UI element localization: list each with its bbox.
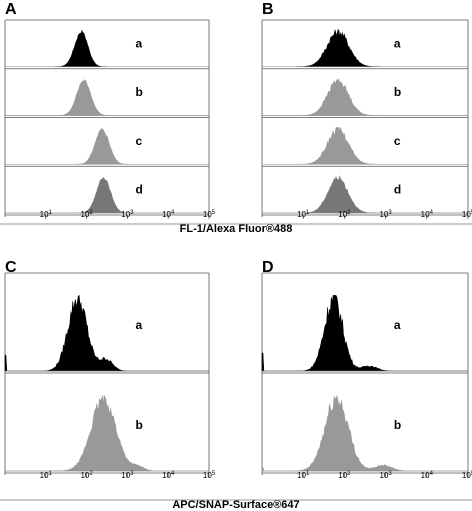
sample-label-d: d <box>394 183 401 197</box>
sample-label-c: c <box>394 134 401 148</box>
sample-label-b: b <box>394 85 401 99</box>
top-axis-title: FL-1/Alexa Fluor®488 <box>180 223 293 235</box>
x-tick-label: 102 <box>80 471 93 480</box>
histogram-A-c <box>5 127 209 165</box>
bottom-axis-title: APC/SNAP-Surface®647 <box>172 499 299 511</box>
sample-label-a: a <box>136 36 143 50</box>
sample-label-d: d <box>136 183 143 197</box>
x-tick-label: 104 <box>421 471 434 480</box>
x-tick-label: 104 <box>162 471 175 480</box>
x-tick-label: 105 <box>203 471 216 480</box>
sample-label-a: a <box>394 318 401 332</box>
panel-label-D: D <box>262 259 274 276</box>
sample-label-b: b <box>136 418 143 432</box>
x-tick-label: 104 <box>421 210 434 219</box>
x-tick-label: 101 <box>297 210 310 219</box>
histogram-B-b <box>262 78 468 116</box>
x-tick-label: 103 <box>121 210 134 219</box>
histogram-D-a <box>261 295 468 372</box>
sample-label-b: b <box>136 85 143 99</box>
x-tick-label: 103 <box>379 471 392 480</box>
sample-label-a: a <box>394 36 401 50</box>
sample-label-c: c <box>136 134 143 148</box>
histogram-C-b <box>5 395 209 472</box>
x-tick-label: 102 <box>80 210 93 219</box>
panel-label-A: A <box>5 1 17 18</box>
x-tick-label: 105 <box>462 471 472 480</box>
x-tick-label: 101 <box>297 471 310 480</box>
x-tick-label: 105 <box>462 210 472 219</box>
x-tick-label: 103 <box>121 471 134 480</box>
histogram-C-a <box>4 294 209 372</box>
x-tick-label: 102 <box>338 210 351 219</box>
sample-label-a: a <box>136 318 143 332</box>
x-tick-label: 101 <box>40 210 53 219</box>
x-tick-label: 101 <box>40 471 53 480</box>
x-tick-label: 102 <box>338 471 351 480</box>
histogram-A-d <box>5 176 209 214</box>
sample-label-b: b <box>394 418 401 432</box>
panel-label-C: C <box>5 259 17 276</box>
x-tick-label: 104 <box>162 210 175 219</box>
panel-label-B: B <box>262 1 274 18</box>
histogram-B-a <box>262 29 468 68</box>
histogram-B-c <box>262 126 468 165</box>
histogram-B-d <box>262 174 468 214</box>
histogram-A-a <box>5 29 209 68</box>
histogram-D-b <box>261 394 468 472</box>
histogram-A-b <box>5 79 209 116</box>
x-tick-label: 105 <box>203 210 216 219</box>
x-tick-label: 103 <box>379 210 392 219</box>
